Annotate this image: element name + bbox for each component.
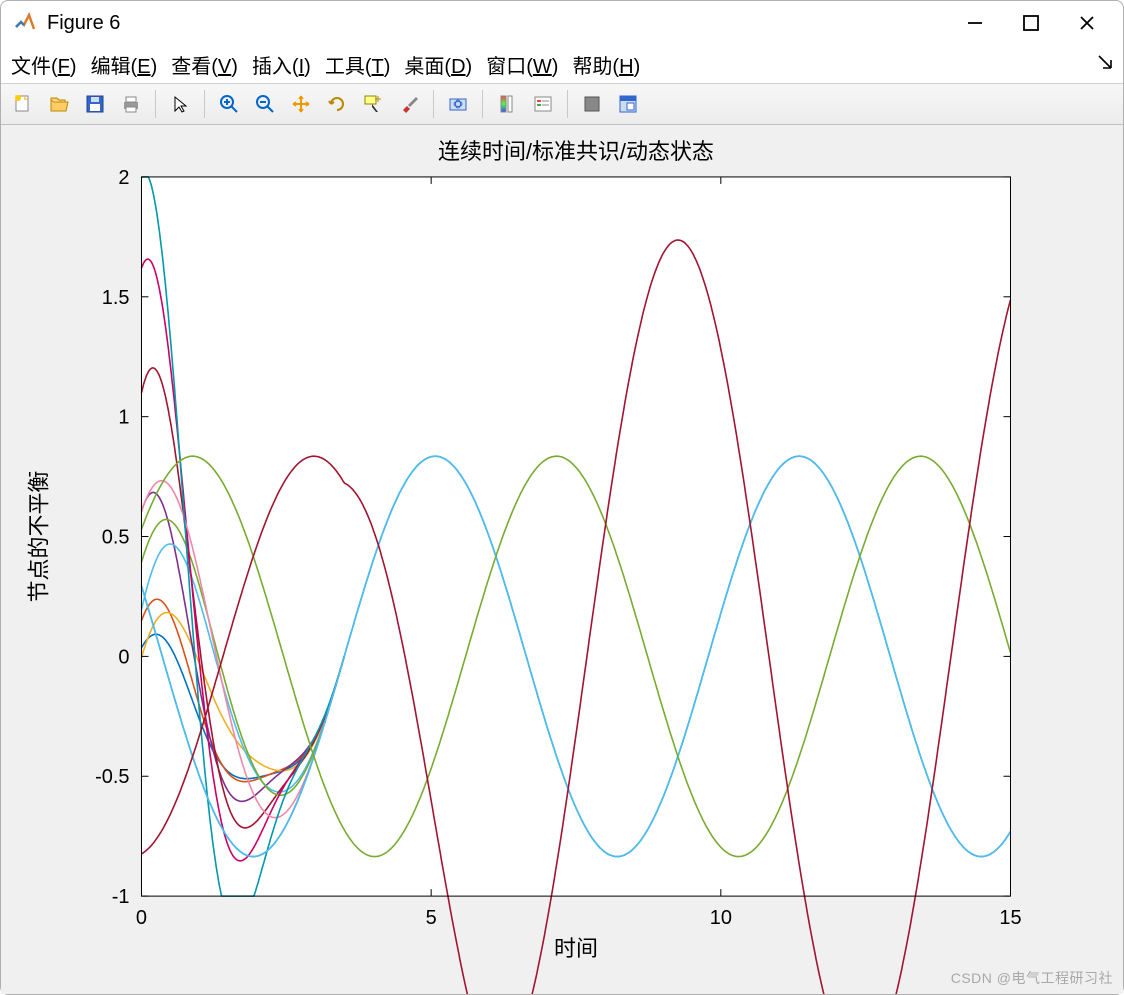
- ytick-label: 0: [118, 646, 129, 668]
- xtick-label: 0: [136, 907, 147, 929]
- menu-f[interactable]: 文件(F): [11, 50, 77, 79]
- xtick-label: 15: [999, 907, 1021, 929]
- toolbar: [1, 83, 1123, 125]
- menu-d[interactable]: 桌面(D): [404, 50, 472, 79]
- ytick-label: 1.5: [102, 287, 130, 309]
- toolbar-separator: [155, 90, 156, 118]
- toolbar-separator: [482, 90, 483, 118]
- maximize-button[interactable]: [1017, 9, 1045, 37]
- pan-button[interactable]: [285, 88, 317, 120]
- ylabel: 节点的不平衡: [27, 471, 52, 603]
- menu-h[interactable]: 帮助(H): [572, 50, 640, 79]
- figure-window: Figure 6 文件(F) 编辑(E) 查看(V) 插入(I) 工具(T) 桌面(D) 窗…: [0, 0, 1124, 995]
- xtick-label: 5: [426, 907, 437, 929]
- zoom-in-button[interactable]: [213, 88, 245, 120]
- menubar: 文件(F) 编辑(E) 查看(V) 插入(I) 工具(T) 桌面(D) 窗口(W) 帮助(H): [1, 45, 1123, 83]
- toolbar-separator: [204, 90, 205, 118]
- axes-background: [141, 177, 1010, 896]
- ytick-label: 2: [118, 167, 129, 189]
- window-title: Figure 6: [47, 12, 961, 35]
- brush-button[interactable]: [393, 88, 425, 120]
- toolbar-separator: [433, 90, 434, 118]
- toolbar-separator: [567, 90, 568, 118]
- open-button[interactable]: [43, 88, 75, 120]
- minimize-button[interactable]: [961, 9, 989, 37]
- menu-w[interactable]: 窗口(W): [486, 50, 558, 79]
- watermark-text: CSDN @电气工程研习社: [951, 968, 1113, 988]
- menu-t[interactable]: 工具(T): [325, 50, 391, 79]
- menu-e[interactable]: 编辑(E): [91, 50, 158, 79]
- plot-container: 0 5 10 15 -1 -0.5 0 0.5 1 1.5 2 连续时间/标准共识/动态状态时间 节点的…: [1, 125, 1123, 994]
- chart-title: 连续时间/标准共识/动态状态: [438, 139, 714, 164]
- hide-plot-button[interactable]: [576, 88, 608, 120]
- xlabel: 时间: [554, 936, 598, 961]
- window-controls: [961, 9, 1111, 37]
- menu-i[interactable]: 插入(I): [252, 50, 311, 79]
- xtick-label: 10: [710, 907, 732, 929]
- ytick-label: 1: [118, 407, 129, 429]
- titlebar: Figure 6: [1, 1, 1123, 45]
- print-button[interactable]: [115, 88, 147, 120]
- new-button[interactable]: [7, 88, 39, 120]
- ytick-label: 0.5: [102, 527, 130, 549]
- zoom-out-button[interactable]: [249, 88, 281, 120]
- undock-icon[interactable]: [1097, 53, 1113, 76]
- axes[interactable]: 0 5 10 15 -1 -0.5 0 0.5 1 1.5 2 连续时间/标准共识/动态状态时间 节点的…: [1, 125, 1123, 994]
- menu-v[interactable]: 查看(V): [171, 50, 238, 79]
- rotate-button[interactable]: [321, 88, 353, 120]
- data-cursor-button[interactable]: [357, 88, 389, 120]
- matlab-icon: [13, 11, 37, 35]
- colorbar-button[interactable]: [491, 88, 523, 120]
- pointer-button[interactable]: [164, 88, 196, 120]
- figure-area: 0 5 10 15 -1 -0.5 0 0.5 1 1.5 2 连续时间/标准共识/动态状态时间 节点的…: [1, 125, 1123, 994]
- dock-button[interactable]: [612, 88, 644, 120]
- save-button[interactable]: [79, 88, 111, 120]
- ytick-label: -1: [112, 886, 130, 908]
- ytick-label: -0.5: [95, 766, 129, 788]
- link-button[interactable]: [442, 88, 474, 120]
- close-button[interactable]: [1073, 9, 1101, 37]
- legend-button[interactable]: [527, 88, 559, 120]
